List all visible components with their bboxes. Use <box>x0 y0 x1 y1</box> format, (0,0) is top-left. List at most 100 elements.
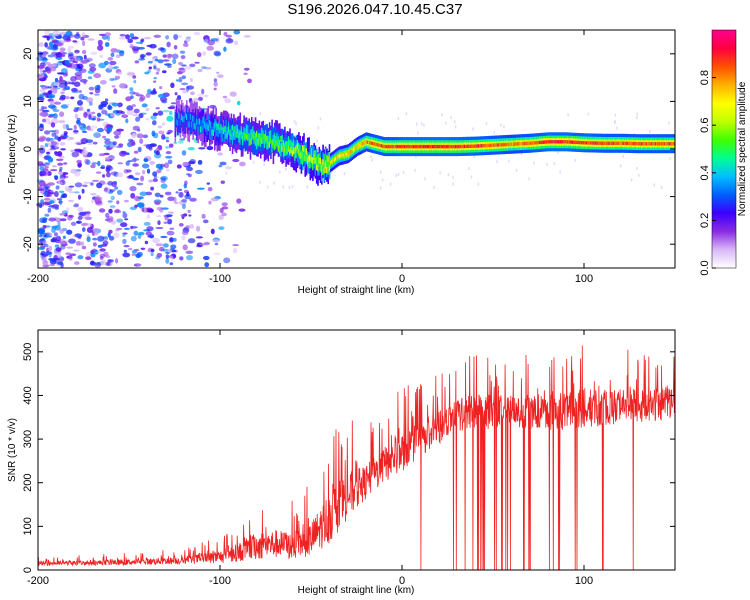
spectrogram-ridge-cell <box>189 120 192 135</box>
spectrogram-noise-blob <box>143 158 149 163</box>
spectrogram-ridge-cell <box>434 144 436 149</box>
spectrogram-ridge-cell <box>197 126 199 133</box>
spectrogram-ridge-cell <box>421 144 424 149</box>
spectrogram-ridge-cell <box>457 144 459 149</box>
spectrogram-noise-blob <box>39 166 45 172</box>
spectrogram-noise-blob <box>167 65 172 68</box>
spectrogram-noise-blob <box>55 235 62 241</box>
spectrogram-ridge-cell <box>564 140 566 144</box>
spectrogram-noise-blob <box>67 47 72 53</box>
spectrogram-ridge-cell <box>326 154 328 169</box>
snr-ticks: -200 -100 0 100 0 100 200 300 400 500 <box>22 330 675 587</box>
spectrogram-speck <box>472 127 474 131</box>
spectrogram-noise-blob <box>54 87 61 90</box>
spectrogram-noise-blob <box>181 75 186 80</box>
spectrogram-ridge-cell <box>174 115 177 129</box>
spectrogram-noise-blob <box>233 29 241 35</box>
spectrogram-speck <box>405 112 408 116</box>
spectrogram-ridge-cell <box>569 140 571 144</box>
spectrogram-ridge-cell <box>383 144 385 149</box>
spectrogram-noise-blob <box>115 258 119 264</box>
spectrogram-noise-blob <box>167 196 175 202</box>
spectrogram-ridge-cell <box>551 140 554 144</box>
spectrogram-noise-blob <box>90 164 96 169</box>
spectrogram-noise-blob <box>116 128 124 132</box>
spectrogram-noise-blob <box>76 220 82 224</box>
spectrogram-noise-blob <box>197 187 205 190</box>
spectrogram-ridge-cell <box>640 142 643 146</box>
spectrogram-noise-blob <box>108 229 113 234</box>
spectrogram-ridge-cell <box>354 146 356 151</box>
spectrogram-ridge-cell <box>220 123 222 138</box>
spectrogram-noise-blob <box>138 58 146 61</box>
spectrogram-noise-blob <box>111 102 119 107</box>
spectrogram-noise-blob <box>133 80 137 84</box>
spectrogram-ridge-cell <box>266 123 268 146</box>
spectrogram-noise-blob <box>78 93 85 100</box>
spectrogram-ridge-cell <box>245 124 248 138</box>
spectrogram-noise-blob <box>189 224 195 229</box>
spectrogram-noise-blob <box>111 85 116 88</box>
spectrogram-ridge-cell <box>267 141 270 148</box>
spectrogram-ridge-cell <box>205 123 207 130</box>
spectrogram-noise-blob <box>83 81 87 85</box>
spectrogram-ridge-cell <box>606 141 608 145</box>
spectrogram-noise-blob <box>181 203 186 210</box>
spectrogram-noise-blob <box>100 166 106 169</box>
spectrogram-ridge-cell <box>631 141 634 146</box>
spectrogram-noise-blob <box>145 231 152 236</box>
spectrogram-ridge-cell <box>466 144 468 149</box>
spectrogram-noise-blob <box>159 208 164 213</box>
spectrogram-ridge-cell <box>198 122 201 136</box>
spectrogram-speck <box>441 113 443 117</box>
spectrogram-ridge-cell <box>183 116 185 131</box>
spectrogram-noise-blob <box>244 67 250 71</box>
spectrogram-ridge-cell <box>303 145 305 152</box>
spectrogram-noise-blob <box>95 171 102 174</box>
spectrogram-noise-blob <box>164 162 169 169</box>
spectrogram-noise-blob <box>72 151 80 158</box>
spectrogram-noise-blob <box>76 117 81 122</box>
spectrogram-noise-blob <box>125 152 130 155</box>
spectrogram-noise-blob <box>51 204 60 208</box>
spectrogram-ridge-cell <box>396 144 398 149</box>
spectrogram-ridge-cell <box>393 144 396 149</box>
spectrogram-ridge-cell <box>262 132 264 139</box>
spectrogram-noise-blob <box>114 135 119 139</box>
spectrogram-noise-blob <box>57 254 62 258</box>
spectrogram-speck <box>636 116 638 120</box>
spectrogram-noise-blob <box>105 165 114 171</box>
spectrogram-ridge-cell <box>327 156 329 163</box>
spectrogram-ridge-cell <box>388 144 391 149</box>
spectrogram-ridge-cell <box>433 144 435 149</box>
spectrogram-noise-blob <box>203 255 210 261</box>
spectrogram-noise-blob <box>124 199 129 203</box>
spectrogram-ridge-cell <box>333 158 336 162</box>
spectrogram-ridge-cell <box>194 108 197 131</box>
spectrogram-ridge-cell <box>622 141 625 145</box>
spectrogram-noise-blob <box>74 261 80 265</box>
spectrogram-ridge-cell <box>484 143 486 148</box>
spectrogram-ridge-cell <box>601 141 603 145</box>
spectrogram-noise-blob <box>155 58 159 62</box>
spectrogram-xtick-label: 0 <box>399 273 405 285</box>
spectrogram-noise-blob <box>142 134 149 139</box>
spectrogram-noise-blob <box>161 207 169 210</box>
spectrogram-speck <box>252 160 255 164</box>
spectrogram-ridge-cell <box>217 124 220 138</box>
spectrogram-noise-blob <box>75 241 82 246</box>
spectrogram-ridge-cell <box>187 113 189 128</box>
spectrogram-noise-blob <box>81 130 88 133</box>
spectrogram-noise-blob <box>83 147 87 150</box>
spectrogram-ridge-cell <box>270 137 272 144</box>
spectrogram-speck <box>423 123 425 127</box>
spectrogram-noise-blob <box>43 217 48 221</box>
spectrogram-ridge-cell <box>194 124 197 131</box>
spectrogram-noise-blob <box>129 33 135 38</box>
spectrogram-speck <box>520 152 523 156</box>
spectrogram-noise-blob <box>96 127 104 133</box>
spectrogram-ridge-cell <box>240 129 243 152</box>
spectrogram-noise-blob <box>154 192 161 198</box>
spectrogram-noise-blob <box>155 227 164 229</box>
